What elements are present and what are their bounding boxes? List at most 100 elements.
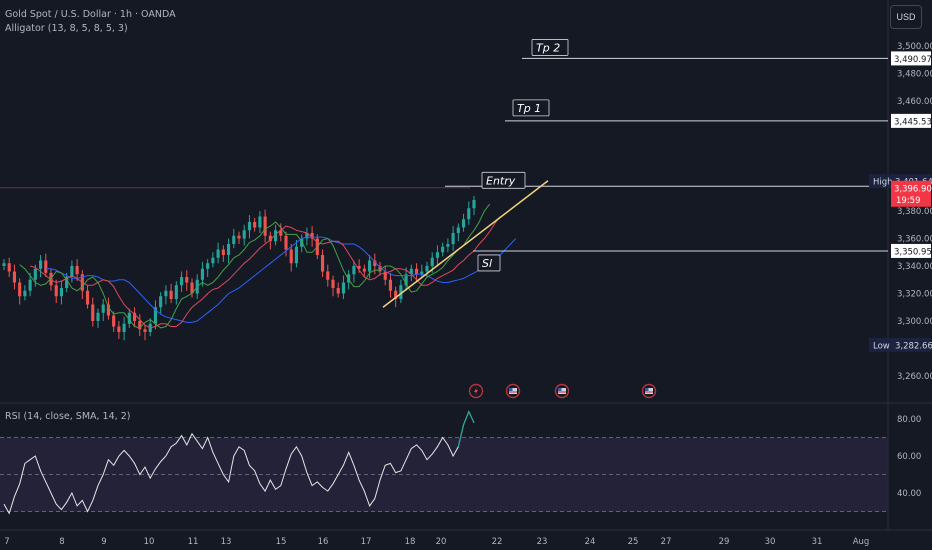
candle <box>174 285 178 299</box>
candle <box>106 304 111 316</box>
candle <box>320 255 325 272</box>
candle <box>164 290 168 297</box>
candle <box>242 230 246 239</box>
flag-glyph <box>645 388 653 394</box>
price-tick-label: 3,380.000 <box>897 207 932 217</box>
time-tick-label: 31 <box>812 537 823 547</box>
candle <box>2 263 6 266</box>
candle <box>44 260 48 273</box>
rsi-tick-label: 60.00 <box>897 452 921 462</box>
currency-button[interactable]: USD <box>890 5 922 29</box>
alligator-jaw-line <box>45 236 517 323</box>
price-axis[interactable]: 3,500.000 3,480.000 3,460.000 3,380.000 3,36… <box>869 42 932 382</box>
candle <box>200 268 205 280</box>
candle <box>435 252 440 258</box>
time-tick-label: 27 <box>661 537 672 547</box>
time-tick-label: 16 <box>318 537 329 547</box>
candle <box>206 263 210 269</box>
event-markers <box>468 383 657 399</box>
price-tick-label: 3,300.000 <box>897 317 932 327</box>
time-tick-label: 10 <box>144 537 155 547</box>
candle <box>54 285 58 297</box>
candle <box>65 277 69 288</box>
low-badge <box>869 337 931 352</box>
candle <box>117 326 121 332</box>
level-label-box <box>477 254 501 272</box>
time-tick-label: 17 <box>361 537 372 547</box>
candle <box>268 235 272 242</box>
candle <box>122 323 126 332</box>
candle <box>336 288 340 294</box>
lightning-glyph <box>474 387 478 395</box>
candle <box>305 233 309 239</box>
level-label: Tp 2 <box>536 41 560 54</box>
indicator-legend[interactable]: Alligator (13, 8, 5, 8, 5, 3) <box>5 23 128 34</box>
candle <box>127 312 131 324</box>
candle <box>284 235 288 250</box>
flag-glyph <box>509 388 517 394</box>
level-price-label: 3,490.972 <box>894 55 932 65</box>
candle <box>33 268 37 280</box>
candle <box>101 304 105 313</box>
price-tick-label: 3,360.000 <box>897 235 932 245</box>
candle <box>169 290 173 299</box>
candle <box>467 208 471 220</box>
candle <box>420 271 424 275</box>
level-price-box <box>891 113 931 128</box>
candle <box>362 268 366 272</box>
candle <box>38 260 43 269</box>
current-price-badge <box>891 180 931 207</box>
candle <box>132 312 137 321</box>
candle <box>237 235 241 239</box>
candle <box>85 290 90 305</box>
flag-canton <box>645 388 649 391</box>
level-label-box <box>512 99 550 117</box>
time-axis[interactable]: 7 8 9 10 11 13 15 16 17 18 20 22 23 24 25 27 29 30 31 Aug <box>4 537 869 547</box>
candle <box>112 315 116 327</box>
candle <box>221 249 225 255</box>
price-tick-label: 3,320.000 <box>897 290 932 300</box>
alligator-lines <box>19 203 517 329</box>
low-label: Low <box>873 341 890 351</box>
time-tick-label: 29 <box>719 537 730 547</box>
candle <box>425 266 429 272</box>
level-label: Tp 1 <box>517 102 541 115</box>
rsi-legend[interactable]: RSI (14, close, SMA, 14, 2) <box>5 411 131 422</box>
candle <box>75 266 79 275</box>
candle <box>70 266 74 277</box>
time-tick-label: 8 <box>59 537 64 547</box>
candle <box>28 279 32 291</box>
level-price-label: 3,350.954 <box>894 247 932 257</box>
current-price-label: 3,396.905 <box>894 184 932 194</box>
candle <box>59 288 64 297</box>
candle <box>263 216 267 236</box>
candle <box>399 285 403 299</box>
flag-canton <box>558 388 562 391</box>
candle <box>18 282 22 297</box>
candle <box>190 282 194 294</box>
level-label-box <box>531 39 569 56</box>
candle <box>153 307 158 324</box>
time-tick-label: 23 <box>537 537 548 547</box>
candle <box>300 238 304 247</box>
candle <box>414 268 419 275</box>
candle <box>289 249 293 264</box>
countdown-label: 19:59 <box>896 196 921 206</box>
rsi-line: 80.00 60.00 40.00 <box>3 410 921 515</box>
level-label: Sl <box>482 257 492 270</box>
rsi-band <box>0 437 888 512</box>
candle <box>394 290 398 299</box>
candle <box>404 274 408 286</box>
candle <box>253 222 257 228</box>
candle <box>211 257 215 264</box>
candle <box>430 257 434 266</box>
candle <box>226 244 231 255</box>
candle <box>232 235 236 244</box>
candle <box>138 321 142 330</box>
candle <box>273 230 278 242</box>
candle <box>388 279 393 291</box>
candle <box>441 246 445 253</box>
time-tick-label: 11 <box>188 537 199 547</box>
